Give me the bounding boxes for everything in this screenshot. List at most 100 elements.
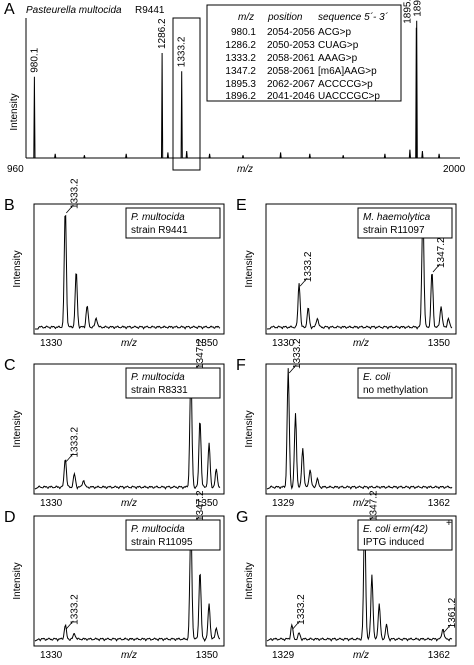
table-cell: 1896.2 [225,91,256,102]
panel-legend-box [357,207,453,239]
peak-label: 1333.2 [292,338,303,369]
panel-xlabel: m/z [353,338,369,349]
peak-label-leader [299,277,308,287]
panel-frame [33,363,225,495]
peak-label-leader [443,624,452,633]
panel-frame [265,363,457,495]
panel-xmin: 1330 [40,498,63,509]
peak-label-leader [288,364,297,374]
panel-legend-box [357,519,453,551]
panel-xmax: 1362 [428,498,451,509]
table-cell: 2058-2061 [267,53,315,64]
table-cell: UACCCGC>p [318,91,380,102]
peak-label: 1333.2 [69,426,80,457]
panel-frame [33,515,225,647]
sub-panels: B Intensity 1333.2 P. multocida strain R9441… [4,178,458,661]
panel-ylabel: Intensity [244,562,255,599]
panel-a-zoom-box [172,17,201,171]
peak-label: 1347.2 [436,237,447,268]
panel-xmin: 1330 [40,650,63,660]
peak-label-leader [65,620,74,630]
panel-strain: IPTG induced [363,537,424,548]
panel-spectrum [35,214,221,330]
panel-spectrum [266,520,453,642]
table-cell: AAAG>p [318,53,358,64]
panel-f: F Intensity 1333.2 E. coli no methylation 132… [236,338,457,509]
table-cell: 1347.2 [225,66,256,77]
peak-label: 980.1 [29,47,40,72]
table-cell: 1286.2 [225,40,256,51]
panel-xmin: 1330 [272,338,295,349]
panel-legend-box [125,367,221,399]
panel-a-strain-name: Pasteurella multocida [26,5,122,16]
table-cell: 2062-2067 [267,79,315,90]
table-cell: 1895.3 [225,79,256,90]
panel-organism: P. multocida [131,372,185,383]
panel-xlabel: m/z [121,650,137,660]
panel-xmax: 1350 [196,498,219,509]
panel-a-peak-labels: 980.1 1286.2 1333.2 1895.3 1896.3 [29,0,423,73]
panel-ylabel: Intensity [244,410,255,447]
panel-legend-box [125,207,221,239]
panel-b: B Intensity 1333.2 P. multocida strain R9441… [4,178,225,349]
panel-a-xmax: 2000 [443,164,466,175]
table-header-mz: m/z [238,12,254,23]
panel-ylabel: Intensity [244,250,255,287]
panel-letter: C [4,357,16,374]
panel-strain: strain R9441 [131,225,188,236]
panel-xmax: 1350 [196,338,219,349]
peak-label: 1347.2 [195,490,206,521]
panel-ylabel: Intensity [12,410,23,447]
panel-frame [33,203,225,335]
panel-a-spectrum [26,20,460,159]
panel-e: E Intensity 1333.2 1347.2 M. haemolytica stra… [236,197,457,349]
panel-organism: E. coli erm(42) [363,524,428,535]
panel-strain: strain R11095 [131,537,193,548]
table-cell: [m6A]AAG>p [318,66,377,77]
table-header-position: position [267,12,303,23]
panel-xmin: 1330 [40,338,63,349]
table-cell: 2050-2053 [267,40,315,51]
peak-label: 1333.2 [303,251,314,282]
table-cell: ACCCCG>p [318,79,373,90]
peak-label-leader [65,453,74,462]
panel-xmax: 1362 [428,650,451,660]
panel-organism: P. multocida [131,524,185,535]
table-cell: 2041-2046 [267,91,315,102]
table-header-sequence: sequence 5´- 3´ [318,11,389,23]
peak-label: 1333.2 [69,594,80,625]
panel-letter: E [236,197,247,214]
panel-xmax: 1350 [428,338,451,349]
panel-g: G Intensity 1333.2 1347.2 1361.2 E. coli erm(… [236,490,458,661]
panel-frame [265,203,457,335]
panel-a: A Pasteurella multocida R9441 Intensity … [4,0,466,175]
panel-xmax: 1350 [196,650,219,660]
panel-strain: strain R8331 [131,385,188,396]
panel-a-letter: A [4,1,15,18]
panel-xlabel: m/z [353,498,369,509]
panel-strain: strain R11097 [363,225,425,236]
panel-spectrum [34,368,221,490]
panel-a-xlabel: m/z [237,164,253,175]
peak-label-leader [65,204,74,214]
peak-label: 1347.2 [195,338,206,369]
panel-d: D Intensity 1333.2 1347.2 P. multocida strain… [4,490,225,661]
panel-frame [265,515,457,647]
panel-xlabel: m/z [121,338,137,349]
table-cell: 2058-2061 [267,66,315,77]
panel-organism-sup: + [446,518,452,529]
table-cell: ACG>p [318,27,352,38]
peak-label: 1286.2 [157,18,168,49]
table-cell: CUAG>p [318,40,359,51]
panel-xlabel: m/z [121,498,137,509]
peak-label: 1333.2 [296,594,307,625]
panel-letter: D [4,509,16,526]
peak-label: 1333.2 [177,36,188,67]
sequence-table: m/z position sequence 5´- 3´ 980.1 2054-… [206,4,402,102]
panel-legend-box [357,367,453,399]
peak-label: 1347.2 [369,490,380,521]
peak-label: 1895.3 [402,0,413,24]
panel-organism: M. haemolytica [363,212,431,223]
table-cell: 2054-2056 [267,27,315,38]
